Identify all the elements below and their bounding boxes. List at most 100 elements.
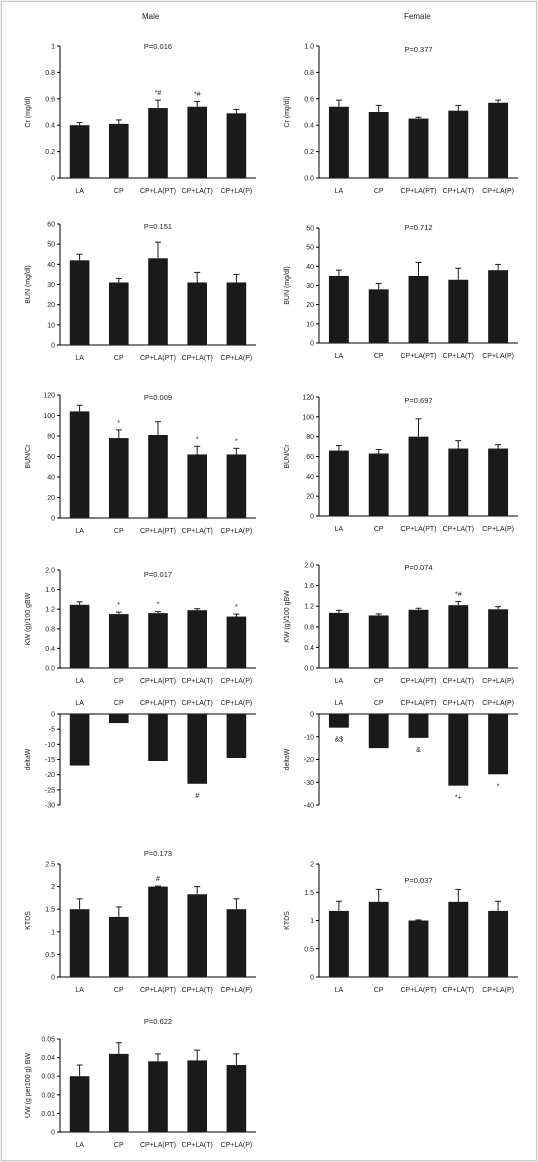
- y-tick-label: -40: [304, 803, 314, 810]
- p-value-label: P=0.712: [404, 223, 432, 232]
- significance-mark: *: [235, 604, 238, 611]
- category-label: CP: [374, 353, 384, 360]
- category-label: LA: [75, 188, 84, 195]
- y-tick-label: 100: [302, 414, 314, 421]
- bar: [226, 909, 247, 977]
- y-tick-label: 60: [47, 222, 55, 229]
- bar: [488, 270, 509, 343]
- y-tick-label: 80: [47, 434, 55, 441]
- category-label: LA: [335, 188, 344, 195]
- y-tick-label: -10: [45, 742, 55, 749]
- y-tick-label: 0.03: [41, 1074, 55, 1081]
- y-tick-label: 40: [47, 262, 55, 269]
- chart-m-cr: 0 0.2 0.4 0.6 0.8 1 Cr (mg/dl) LA CP CP+LA(PT) *# C…: [25, 42, 256, 195]
- y-axis-label: BUN/Cr: [25, 444, 32, 469]
- category-label: LA: [335, 678, 344, 685]
- category-label: CP+LA(PT): [140, 355, 176, 362]
- y-tick-label: 2.5: [45, 862, 55, 869]
- y-axis-label: deltaW: [284, 748, 291, 770]
- y-tick-label: -10: [304, 734, 314, 741]
- category-label: CP+LA(T): [443, 526, 474, 533]
- category-label: CP+LA(T): [182, 188, 213, 195]
- category-label: CP+LA(P): [221, 355, 253, 362]
- p-value-label: P=0.173: [144, 849, 172, 858]
- y-axis-label: BUN/Cr: [284, 444, 291, 469]
- category-label: CP+LA(PT): [401, 678, 437, 685]
- y-tick-label: 0.8: [45, 626, 55, 633]
- chart-f-dw: -40 -30 -20 -10 0 deltaW LA &$ CP CP+LA(PT) & CP+LA…: [284, 700, 518, 810]
- y-tick-label: 0.0: [45, 666, 55, 673]
- y-tick-label: 1.0: [304, 44, 314, 51]
- category-label: CP+LA(P): [221, 987, 253, 994]
- y-axis-label: KTDS: [284, 911, 291, 930]
- y-tick-label: 2: [51, 884, 55, 891]
- category-label: CP: [114, 355, 124, 362]
- chart-m-ktds: 0 0.5 1 1.5 2 2.5 KTDS LA CP CP+LA(PT) # CP+LA(T) CP…: [25, 849, 256, 994]
- y-tick-label: 60: [306, 226, 314, 233]
- y-tick-label: 0: [51, 1130, 55, 1137]
- bar: [488, 448, 509, 516]
- category-label: CP+LA(T): [182, 528, 213, 535]
- y-tick-label: 40: [306, 474, 314, 481]
- significance-mark: *: [117, 602, 120, 609]
- y-tick-label: 0.6: [45, 96, 55, 103]
- category-label: CP+LA(P): [221, 188, 253, 195]
- y-tick-label: 0: [51, 975, 55, 982]
- bar: [109, 614, 129, 668]
- y-tick-label: 0: [310, 712, 314, 719]
- y-tick-label: -5: [49, 727, 55, 734]
- category-label: CP+LA(T): [182, 700, 213, 707]
- bar: [488, 714, 509, 775]
- category-label: CP+LA(PT): [140, 188, 176, 195]
- category-label: CP+LA(T): [443, 678, 474, 685]
- category-label: CP+LA(PT): [401, 987, 437, 994]
- y-tick-label: 1: [51, 929, 55, 936]
- y-tick-label: 1.6: [304, 583, 314, 590]
- y-tick-label: 1.5: [45, 907, 55, 914]
- category-label: CP+LA(PT): [401, 700, 437, 707]
- bar: [109, 123, 129, 178]
- p-value-label: P=0.016: [144, 42, 172, 51]
- bar: [368, 289, 389, 343]
- bar: [187, 714, 207, 784]
- y-tick-label: -20: [45, 772, 55, 779]
- y-tick-label: 0.8: [304, 624, 314, 631]
- significance-mark: *#: [194, 91, 201, 98]
- y-tick-label: -15: [45, 757, 55, 764]
- y-tick-label: 0: [51, 712, 55, 719]
- p-value-label: P=0.697: [404, 396, 432, 405]
- bar: [448, 605, 469, 668]
- bar: [368, 714, 389, 749]
- chart-m-dw: -30 -25 -20 -15 -10 -5 0 deltaW LA CP CP+LA(PT) CP+…: [25, 700, 256, 810]
- chart-f-cr: 0.0 0.2 0.4 0.6 0.8 1.0 Cr (mg/dl) LA CP CP+LA(PT…: [284, 44, 518, 195]
- bar: [148, 613, 168, 668]
- bar: [408, 118, 429, 178]
- category-label: CP+LA(PT): [401, 353, 437, 360]
- bar: [226, 113, 247, 178]
- y-tick-label: 0.8: [304, 70, 314, 77]
- y-tick-label: 20: [306, 302, 314, 309]
- category-label: CP+LA(T): [182, 987, 213, 994]
- y-tick-label: 50: [47, 242, 55, 249]
- category-label: LA: [75, 678, 84, 685]
- category-label: CP+LA(PT): [140, 700, 176, 707]
- y-axis-label: Cr (mg/dl): [25, 96, 32, 127]
- category-label: CP+LA(T): [443, 188, 474, 195]
- y-tick-label: -30: [304, 780, 314, 787]
- p-value-label: P=0.377: [404, 45, 432, 54]
- category-label: CP: [114, 678, 124, 685]
- bar: [408, 609, 429, 668]
- category-label: LA: [75, 987, 84, 994]
- y-tick-label: 1.6: [45, 587, 55, 594]
- bar: [408, 920, 429, 977]
- category-label: CP+LA(P): [482, 987, 514, 994]
- y-tick-label: 40: [306, 264, 314, 271]
- y-tick-label: 0.5: [304, 946, 314, 953]
- p-value-label: P=0.037: [404, 876, 432, 885]
- bar: [148, 258, 168, 345]
- category-label: CP+LA(PT): [140, 1142, 176, 1149]
- category-label: CP: [114, 528, 124, 535]
- category-label: CP+LA(T): [182, 1142, 213, 1149]
- significance-mark: *: [235, 438, 238, 445]
- bar: [368, 615, 389, 668]
